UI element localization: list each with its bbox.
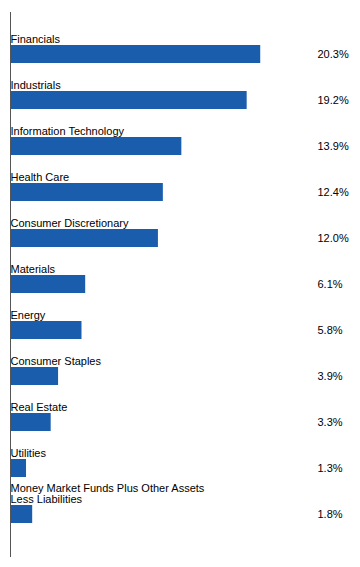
- svg-text:6.1%: 6.1%: [318, 278, 343, 290]
- svg-text:13.9%: 13.9%: [318, 140, 349, 152]
- svg-text:Real Estate: Real Estate: [11, 401, 68, 413]
- svg-text:1.8%: 1.8%: [318, 508, 343, 520]
- svg-text:5.8%: 5.8%: [318, 324, 343, 336]
- svg-text:Health Care: Health Care: [11, 171, 70, 183]
- svg-text:Energy: Energy: [11, 309, 46, 321]
- svg-text:Consumer Staples: Consumer Staples: [11, 355, 102, 367]
- svg-text:19.2%: 19.2%: [318, 94, 349, 106]
- svg-text:Financials: Financials: [11, 33, 61, 45]
- svg-text:20.3%: 20.3%: [318, 48, 349, 60]
- svg-text:Money Market Funds Plus Other: Money Market Funds Plus Other AssetsLess…: [11, 482, 205, 505]
- svg-text:Industrials: Industrials: [11, 79, 62, 91]
- svg-text:Consumer Discretionary: Consumer Discretionary: [11, 217, 129, 229]
- svg-text:3.9%: 3.9%: [318, 370, 343, 382]
- svg-text:Information Technology: Information Technology: [11, 125, 125, 137]
- svg-text:Materials: Materials: [11, 263, 56, 275]
- svg-text:3.3%: 3.3%: [318, 416, 343, 428]
- svg-text:12.0%: 12.0%: [318, 232, 349, 244]
- svg-text:12.4%: 12.4%: [318, 186, 349, 198]
- svg-text:1.3%: 1.3%: [318, 462, 343, 474]
- svg-text:Utilities: Utilities: [11, 447, 47, 459]
